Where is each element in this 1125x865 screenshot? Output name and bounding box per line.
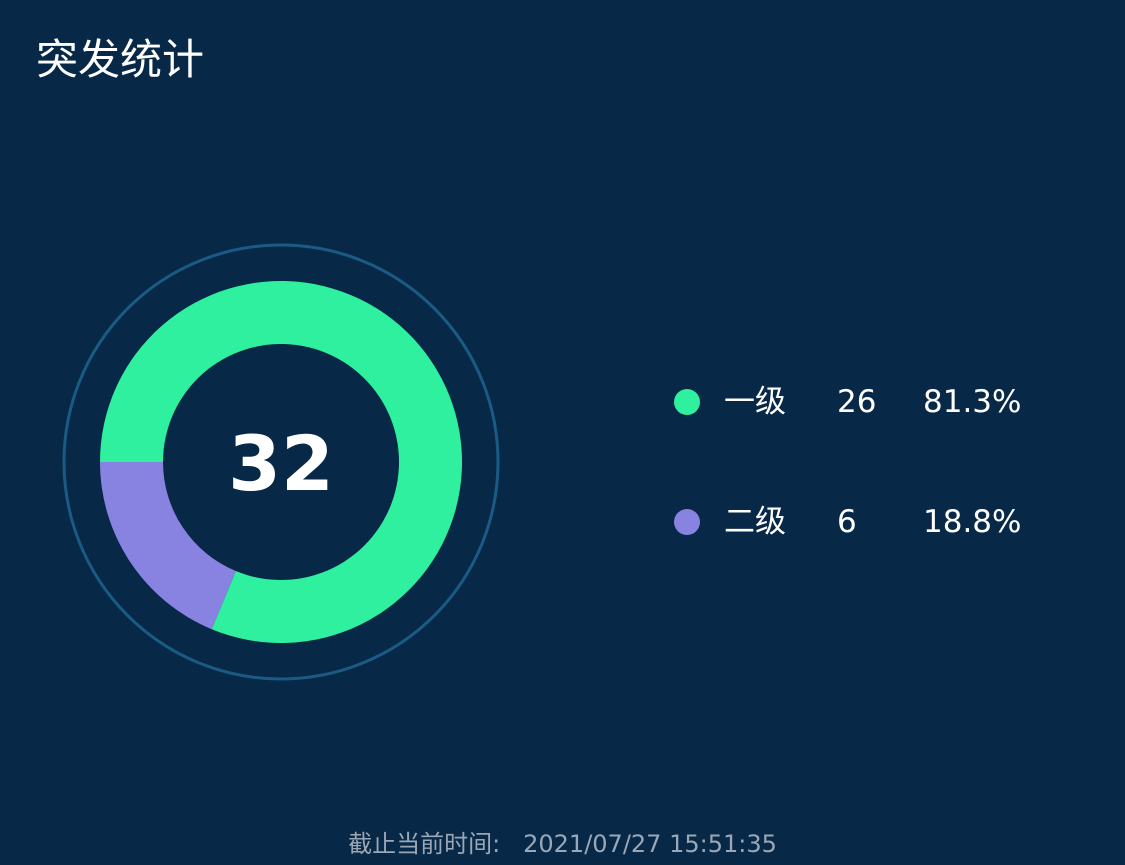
donut-slices [100, 281, 463, 643]
legend-percent: 81.3% [923, 384, 1022, 420]
outer-ring [62, 243, 500, 681]
legend-label: 二级 [724, 504, 786, 540]
panel-title: 突发统计 [36, 35, 205, 84]
donut-slice-1[interactable] [100, 281, 463, 643]
timestamp-value: 2021/07/27 15:51:35 [523, 830, 777, 858]
legend-count: 26 [837, 384, 877, 420]
legend-label: 一级 [724, 384, 786, 420]
legend-percent: 18.8% [923, 504, 1022, 540]
timestamp-label: 截止当前时间: [348, 830, 501, 858]
legend-item-level1[interactable]: 一级 26 81.3% [674, 372, 1074, 432]
legend-dot-icon [674, 389, 700, 415]
legend-item-level2[interactable]: 二级 6 18.8% [674, 492, 1074, 552]
legend-count: 6 [837, 504, 857, 540]
legend-dot-icon [674, 509, 700, 535]
donut-slice-2[interactable] [100, 462, 236, 630]
legend: 一级 26 81.3% 二级 6 18.8% [674, 372, 1074, 612]
total-count: 32 [228, 419, 334, 508]
timestamp: 截止当前时间: 2021/07/27 15:51:35 [0, 826, 1125, 862]
